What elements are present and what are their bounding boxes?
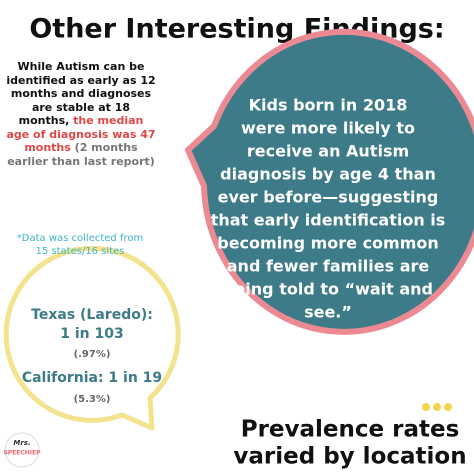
intro-text: While Autism can be identified as early …: [6, 60, 156, 168]
caption-line: Prevalence rates: [241, 417, 460, 443]
intro-aside: (2 months earlier than last report): [7, 141, 155, 168]
location-bubble: [3, 245, 181, 431]
intro-plain: While Autism can be identified as early …: [6, 60, 156, 127]
california-rate: California: 1 in 19: [22, 370, 162, 386]
dots: [422, 403, 452, 411]
location-text: Texas (Laredo): 1 in 103 (.97%) Californ…: [22, 307, 162, 405]
main-line: becoming more common: [217, 234, 439, 253]
note: *Data was collected from 15 states/16 si…: [16, 233, 144, 257]
main-line: that early identification is: [211, 211, 446, 230]
texas-percent: (.97%): [74, 349, 111, 360]
dot: [444, 403, 452, 411]
california-percent: (5.3%): [74, 394, 111, 405]
main-line: diagnosis by age 4 than: [220, 165, 436, 184]
logo-ring: [4, 432, 40, 468]
intro-highlight: the median age of diagnosis was 47 month…: [6, 114, 156, 154]
texas-rate: 1 in 103: [60, 326, 123, 342]
main-line: were more likely to: [241, 119, 415, 138]
caption-line: varied by location: [233, 444, 466, 470]
logo-bottom: SPEECHIEP: [3, 450, 41, 457]
main-line: ever before—suggesting: [218, 188, 439, 207]
main-line: see.”: [304, 303, 352, 322]
logo-top: Mrs.: [13, 439, 30, 447]
main-bubble: [185, 28, 474, 335]
main-line: receive an Autism: [247, 142, 409, 161]
main-text: Kids born in 2018 were more likely to rece…: [211, 96, 446, 322]
dot: [422, 403, 430, 411]
texas-label: Texas (Laredo):: [31, 307, 153, 323]
main-line: and fewer families are: [227, 257, 430, 276]
main-line: being told to “wait and: [223, 280, 433, 299]
dot: [433, 403, 441, 411]
main-line: Kids born in 2018: [249, 96, 408, 115]
